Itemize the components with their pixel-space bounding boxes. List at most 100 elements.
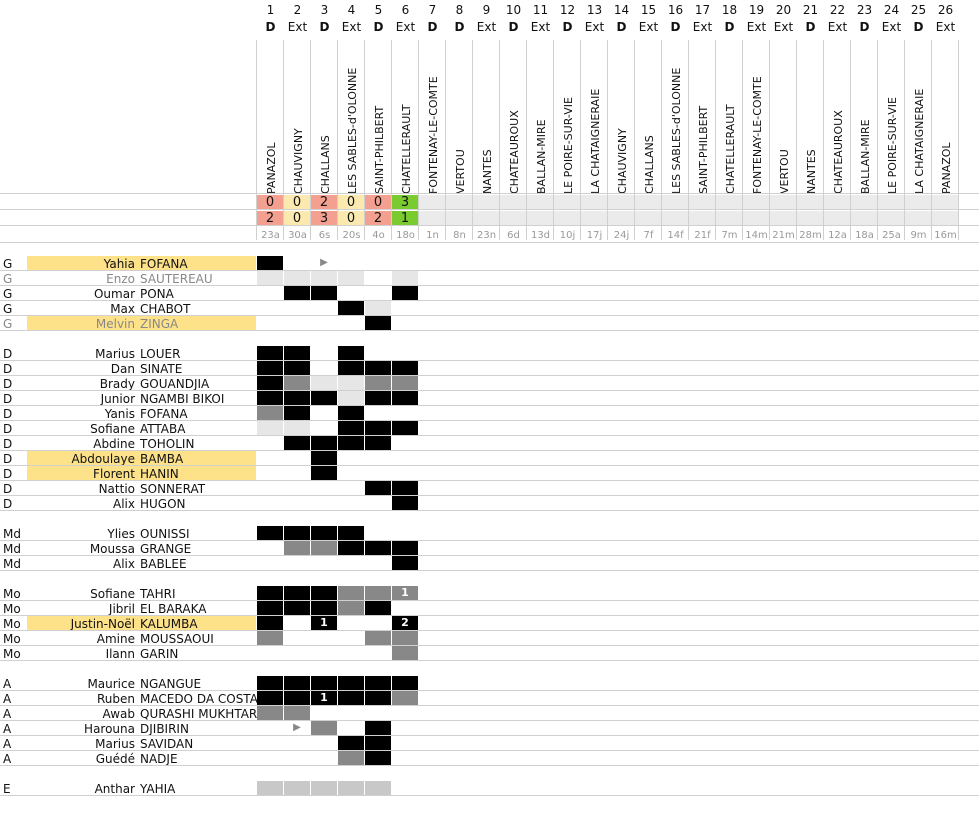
home-away-label: Ext [584,20,605,34]
player-row[interactable]: G Melvin ZINGA [0,316,979,331]
player-row[interactable]: D Junior NGAMBI BIKOI [0,391,979,406]
opponent-name[interactable]: PANAZOL [265,142,278,194]
column-divider [877,40,878,240]
player-row[interactable]: G Max CHABOT [0,301,979,316]
score-for [635,195,661,210]
match-date: 21m [772,230,795,241]
home-away-label: D [805,20,816,34]
opponent-name[interactable]: CHATEAUROUX [832,110,845,194]
appearance-cell [338,436,364,450]
row-divider [0,193,979,194]
appearance-cell [338,526,364,540]
opponent-name[interactable]: SAINT-PHILBERT [373,105,386,194]
player-row[interactable]: A Marius SAVIDAN [0,736,979,751]
player-row[interactable]: A Awab QURASHI MUKHTAR [0,706,979,721]
player-row[interactable]: Md Alix BABLEE [0,556,979,571]
goals-count: 2 [401,616,409,629]
player-row[interactable]: A Harouna DJIBIRIN ▶ [0,721,979,736]
appearance-cell [365,631,391,645]
appearance-cell [365,691,391,705]
player-row[interactable]: D Alix HUGON [0,496,979,511]
appearance-cell [284,541,310,555]
player-row[interactable]: D Dan SINATE [0,361,979,376]
player-row[interactable]: Md Ylies OUNISSI [0,526,979,541]
score-against [554,211,580,226]
opponent-name[interactable]: CHAUVIGNY [292,128,305,194]
player-row[interactable]: D Sofiane ATTABA [0,421,979,436]
appearance-cell [338,691,364,705]
player-row[interactable]: D Florent HANIN [0,466,979,481]
player-name-cell: Brady GOUANDJIA [27,376,256,391]
opponent-name[interactable]: LE POIRE-SUR-VIE [562,97,575,194]
player-position: D [3,467,13,481]
player-row[interactable]: D Marius LOUER [0,346,979,361]
player-row[interactable]: G Enzo SAUTEREAU [0,271,979,286]
opponent-name[interactable]: VERTOU [454,149,467,194]
opponent-name[interactable]: VERTOU [778,149,791,194]
opponent-name[interactable]: BALLAN-MIRE [535,119,548,194]
opponent-name[interactable]: CHALLANS [319,135,332,194]
opponent-name[interactable]: LA CHATAIGNERAIE [913,88,926,194]
player-row[interactable]: G Yahia FOFANA ▶ [0,256,979,271]
match-date: 25a [882,230,901,241]
appearance-cell [257,376,283,390]
opponent-name[interactable]: CHATELLERAULT [724,104,737,194]
opponent-name[interactable]: NANTES [805,149,818,194]
player-row[interactable]: Mo Amine MOUSSAOUI [0,631,979,646]
score-for: 0 [257,195,283,210]
player-row[interactable]: Mo Justin-Noël KALUMBA 1 2 [0,616,979,631]
player-first-name: Marius [95,347,135,361]
score-for [716,195,742,210]
opponent-name[interactable]: LA CHATAIGNERAIE [589,88,602,194]
player-name-cell: Ruben MACEDO DA COSTA [27,691,258,706]
player-name-cell: Maurice NGANGUE [27,676,256,691]
opponent-name[interactable]: LES SABLES-d'OLONNE [346,67,359,194]
player-row[interactable]: D Abdoulaye BAMBA [0,451,979,466]
player-first-name: Yahia [103,257,135,271]
row-divider [0,720,979,721]
appearance-cell [311,451,337,465]
player-row[interactable]: D Nattio SONNERAT [0,481,979,496]
player-row[interactable]: Mo Jibril EL BARAKA [0,601,979,616]
player-row[interactable]: Mo Ilann GARIN [0,646,979,661]
opponent-name[interactable]: FONTENAY-LE-COMTE [427,76,440,194]
score-for: 3 [392,195,418,210]
appearance-cell [311,721,337,735]
opponent-name[interactable]: CHALLANS [643,135,656,194]
player-row[interactable]: A Maurice NGANGUE [0,676,979,691]
opponent-name[interactable]: CHAUVIGNY [616,128,629,194]
opponent-name[interactable]: BALLAN-MIRE [859,119,872,194]
player-row[interactable]: E Anthar YAHIA [0,781,979,796]
player-name-cell: Moussa GRANGE [27,541,256,556]
player-first-name: Yanis [104,407,135,421]
home-away-label: D [859,20,870,34]
home-away-label: D [454,20,465,34]
opponent-name[interactable]: FONTENAY-LE-COMTE [751,76,764,194]
player-row[interactable]: D Abdine TOHOLIN [0,436,979,451]
player-name-cell: Marius LOUER [27,346,256,361]
opponent-name[interactable]: LES SABLES-d'OLONNE [670,67,683,194]
score-for [905,195,931,210]
player-row[interactable]: A Ruben MACEDO DA COSTA 1 [0,691,979,706]
opponent-name[interactable]: NANTES [481,149,494,194]
opponent-name[interactable]: LE POIRE-SUR-VIE [886,97,899,194]
score-for [662,195,688,210]
column-divider [580,40,581,240]
appearance-cell [392,271,418,285]
opponent-name[interactable]: CHATEAUROUX [508,110,521,194]
match-date: 23n [476,230,497,241]
player-row[interactable]: Mo Sofiane TAHRI 1 [0,586,979,601]
player-position: G [3,257,13,271]
player-row[interactable]: D Yanis FOFANA [0,406,979,421]
player-row[interactable]: A Guédé NADJE [0,751,979,766]
player-row[interactable]: G Oumar PONA [0,286,979,301]
player-row[interactable]: D Brady GOUANDJIA [0,376,979,391]
appearance-cell [284,421,310,435]
opponent-name[interactable]: SAINT-PHILBERT [697,105,710,194]
opponent-name[interactable]: CHATELLERAULT [400,104,413,194]
opponent-name[interactable]: PANAZOL [940,142,953,194]
home-away-label: D [319,20,330,34]
score-against [662,211,688,226]
player-position: D [3,377,13,391]
player-row[interactable]: Md Moussa GRANGE [0,541,979,556]
